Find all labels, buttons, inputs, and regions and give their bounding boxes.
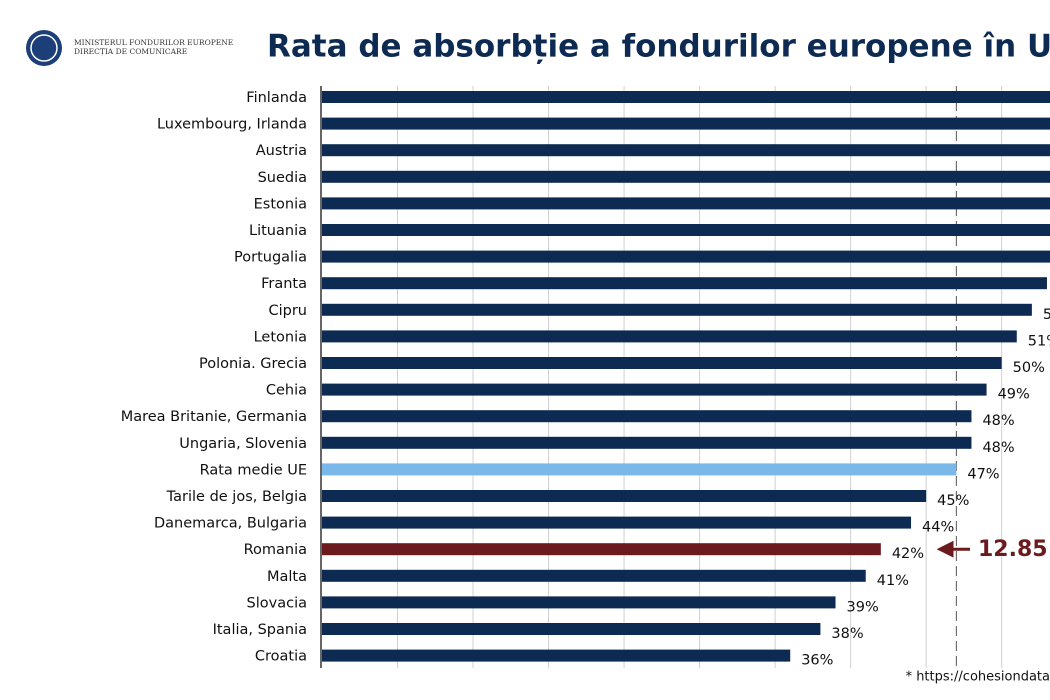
y-tick-label: Marea Britanie, Germania	[121, 409, 307, 425]
bar	[322, 436, 972, 449]
bar	[322, 543, 881, 556]
y-tick-label: Lituania	[249, 223, 307, 239]
y-tick-label: Suedia	[258, 170, 307, 186]
value-label: 48%	[982, 440, 1014, 456]
bar	[322, 330, 1017, 343]
value-label: 45%	[937, 493, 969, 509]
bar	[322, 490, 927, 502]
bar	[322, 649, 791, 662]
y-tick-label: Malta	[267, 569, 307, 585]
y-tick-label: Franta	[261, 276, 307, 292]
y-tick-label: Portugalia	[234, 250, 307, 266]
value-label: 52%	[1043, 307, 1050, 323]
bar	[322, 357, 1002, 369]
bar	[322, 303, 1032, 316]
y-tick-label: Rata medie UE	[200, 462, 307, 478]
y-tick-label: Romania	[244, 542, 307, 558]
bar	[322, 170, 1050, 183]
chart-title: Rata de absorbție a fondurilor europene …	[267, 29, 1050, 65]
value-label: 44%	[922, 520, 954, 536]
value-label: 41%	[877, 573, 909, 589]
annotation: 12.851.	[978, 537, 1050, 562]
value-label: 50%	[1013, 360, 1045, 376]
y-tick-label: Tarile de jos, Belgia	[166, 489, 307, 505]
value-label: 48%	[982, 413, 1014, 429]
bar	[322, 410, 972, 423]
bar	[322, 623, 821, 635]
y-tick-label: Polonia. Grecia	[199, 356, 307, 372]
bar	[322, 463, 957, 476]
annotation-arrow	[936, 540, 970, 558]
footnote: * https://cohesiondata	[906, 670, 1050, 685]
org-dept: Direcția de Comunicare	[74, 47, 187, 56]
bar	[322, 516, 912, 529]
y-tick-label: Cehia	[266, 383, 307, 399]
bar	[322, 596, 836, 609]
y-tick-label: Slovacia	[247, 595, 307, 611]
bar	[322, 277, 1047, 290]
y-tick-label: Italia, Spania	[213, 622, 307, 638]
y-tick-label: Croatia	[255, 649, 307, 665]
logo-ring	[30, 34, 58, 62]
y-tick-label: Estonia	[254, 196, 307, 212]
y-tick-label: Ungaria, Slovenia	[179, 436, 307, 452]
y-tick-label: Austria	[256, 143, 307, 159]
y-tick-label: Letonia	[254, 329, 307, 345]
y-tick-label: Luxembourg, Irlanda	[157, 117, 307, 133]
bar	[322, 383, 987, 396]
bar	[322, 144, 1050, 157]
bar	[322, 197, 1050, 210]
value-label: 36%	[801, 653, 833, 669]
bar	[322, 117, 1050, 130]
y-tick-label: Cipru	[268, 303, 307, 319]
bar	[322, 569, 866, 582]
bar	[322, 250, 1050, 263]
value-label: 47%	[967, 466, 999, 482]
bar	[322, 91, 1050, 103]
value-label: 39%	[847, 599, 879, 615]
org-name: Ministerul Fondurilor Europene	[74, 38, 233, 47]
y-tick-label: Finlanda	[246, 90, 307, 106]
value-label: 42%	[892, 546, 924, 562]
value-label: 49%	[998, 387, 1030, 403]
value-label: 38%	[831, 626, 863, 642]
y-tick-label: Danemarca, Bulgaria	[154, 516, 307, 532]
bar	[322, 224, 1050, 236]
value-label: 51%	[1028, 333, 1050, 349]
